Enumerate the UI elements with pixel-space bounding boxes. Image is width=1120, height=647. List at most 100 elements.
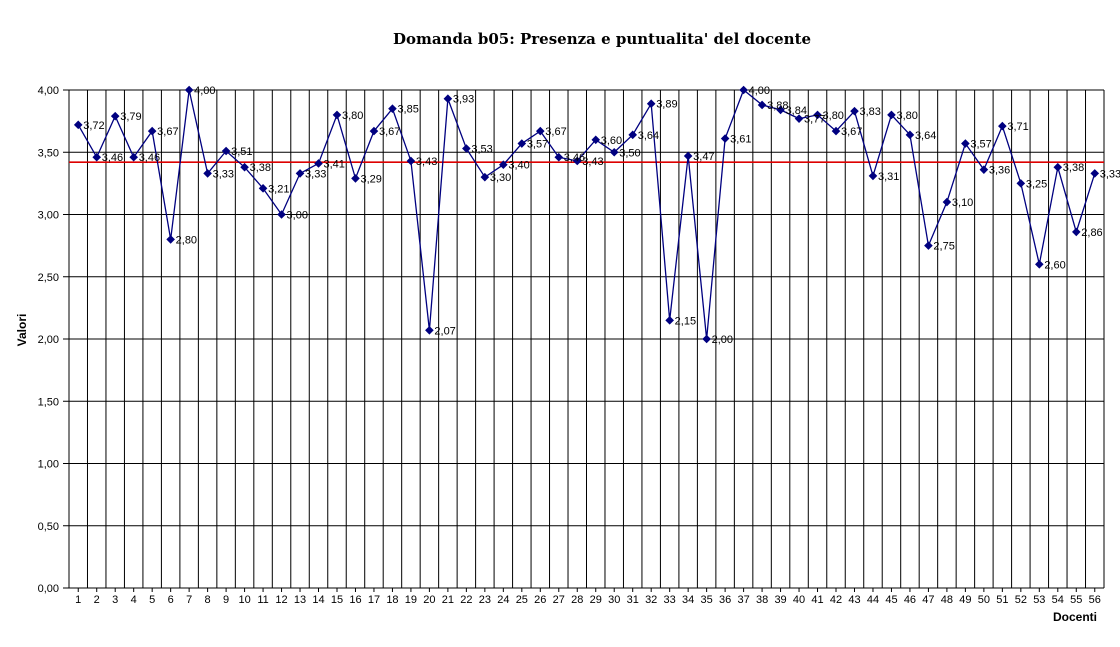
data-point-label: 2,15 [675,315,696,327]
data-point-label: 3,46 [102,152,123,164]
data-point-marker [665,316,674,325]
data-point-label: 3,38 [250,162,271,174]
y-axis-title: Valori [15,314,29,347]
data-point-marker [609,147,619,157]
data-point-label: 3,88 [767,100,788,112]
x-tick-label: 23 [479,594,491,606]
data-point-label: 3,79 [120,111,141,123]
data-point-label: 3,33 [305,168,326,180]
data-point-label: 3,43 [582,156,603,168]
axis-ticks: 0,000,501,001,502,002,503,003,504,001 2 3 4… [38,85,1101,606]
data-point-marker [277,210,286,219]
data-point-label: 3,30 [490,172,511,184]
data-point-marker [628,130,638,140]
data-point-label: 3,67 [545,126,566,138]
data-point-label: 3,61 [730,134,751,146]
x-tick-label: 51 [996,594,1008,606]
data-point-label: 3,53 [471,144,492,156]
x-axis-title: Docenti [1053,610,1097,624]
x-tick-label: 21 [442,594,454,606]
x-tick-label: 9 [223,594,229,606]
x-tick-label: 36 [719,594,731,606]
data-point-marker [462,144,471,153]
x-tick-label: 31 [627,594,639,606]
data-point-marker [240,162,249,172]
data-point-label: 3,77 [804,114,825,126]
x-tick-label: 13 [294,594,306,606]
data-point-marker [591,135,601,145]
chart-title: Domanda b05: Presenza e puntualita' del … [393,30,811,48]
data-point-label: 4,00 [749,85,770,97]
data-point-marker [1071,227,1081,237]
data-point-marker [147,126,157,136]
data-point-label: 3,21 [268,183,289,195]
data-point-label: 2,86 [1081,227,1102,239]
x-tick-label: 41 [811,594,823,606]
data-point-marker [110,111,120,121]
data-point-marker [203,169,212,178]
x-tick-label: 20 [423,594,435,606]
data-point-marker [572,156,582,166]
data-point-marker [73,120,83,130]
data-point-marker [924,241,933,250]
data-point-label: 3,67 [157,126,178,138]
data-point-label: 3,80 [342,110,363,122]
data-point-label: 3,33 [213,168,234,180]
data-point-label: 3,84 [786,105,807,117]
data-point-marker [351,174,360,183]
data-point-label: 3,43 [416,156,437,168]
x-tick-label: 19 [405,594,417,606]
data-point-label: 3,36 [989,165,1010,177]
y-tick-label: 3,50 [38,147,59,159]
data-point-label: 3,72 [83,120,104,132]
data-point-marker [850,106,859,116]
y-tick-label: 4,00 [38,85,59,97]
x-tick-label: 54 [1052,594,1064,606]
data-point-label: 3,00 [287,210,308,222]
data-point-marker [720,134,730,143]
y-tick-label: 0,00 [38,583,59,595]
data-point-marker [443,94,453,104]
data-point-label: 2,60 [1044,259,1065,271]
data-point-label: 3,83 [859,106,880,118]
y-tick-label: 1,00 [38,459,59,471]
data-point-marker [535,126,545,136]
x-tick-label: 35 [701,594,713,606]
x-tick-label: 46 [904,594,916,606]
data-point-marker [831,126,841,136]
x-tick-label: 47 [922,594,934,606]
x-tick-label: 16 [349,594,361,606]
x-tick-label: 55 [1070,594,1082,606]
x-tick-label: 5 [149,594,155,606]
data-point-marker [942,197,952,207]
data-point-marker [314,159,323,168]
data-point-marker [517,139,527,148]
x-tick-label: 17 [368,594,380,606]
x-tick-label: 6 [168,594,174,606]
y-tick-label: 2,00 [38,334,59,346]
data-point-marker [702,334,711,344]
x-tick-label: 7 [186,594,192,606]
data-point-label: 2,00 [712,334,733,346]
data-point-marker [388,104,397,113]
x-tick-label: 26 [534,594,546,606]
data-point-label: 3,31 [878,171,899,183]
data-point-marker [406,156,416,166]
x-tick-label: 34 [682,594,694,606]
data-point-marker [979,165,989,174]
x-tick-label: 30 [608,594,620,606]
data-point-marker [887,110,896,120]
x-tick-label: 43 [848,594,860,606]
x-tick-label: 22 [460,594,472,606]
data-point-marker [554,152,564,162]
data-label-layer: 3,72 3,46 3,79 3,46 3,67 2,80 4,00 3,33 3,51 3,38… [83,85,1120,346]
x-tick-label: 33 [664,594,676,606]
data-point-marker [1016,179,1026,188]
data-series-layer [73,85,1100,344]
data-point-label: 3,57 [527,139,548,151]
data-point-label: 3,85 [397,104,418,116]
data-point-label: 3,80 [823,110,844,122]
x-tick-label: 45 [885,594,897,606]
